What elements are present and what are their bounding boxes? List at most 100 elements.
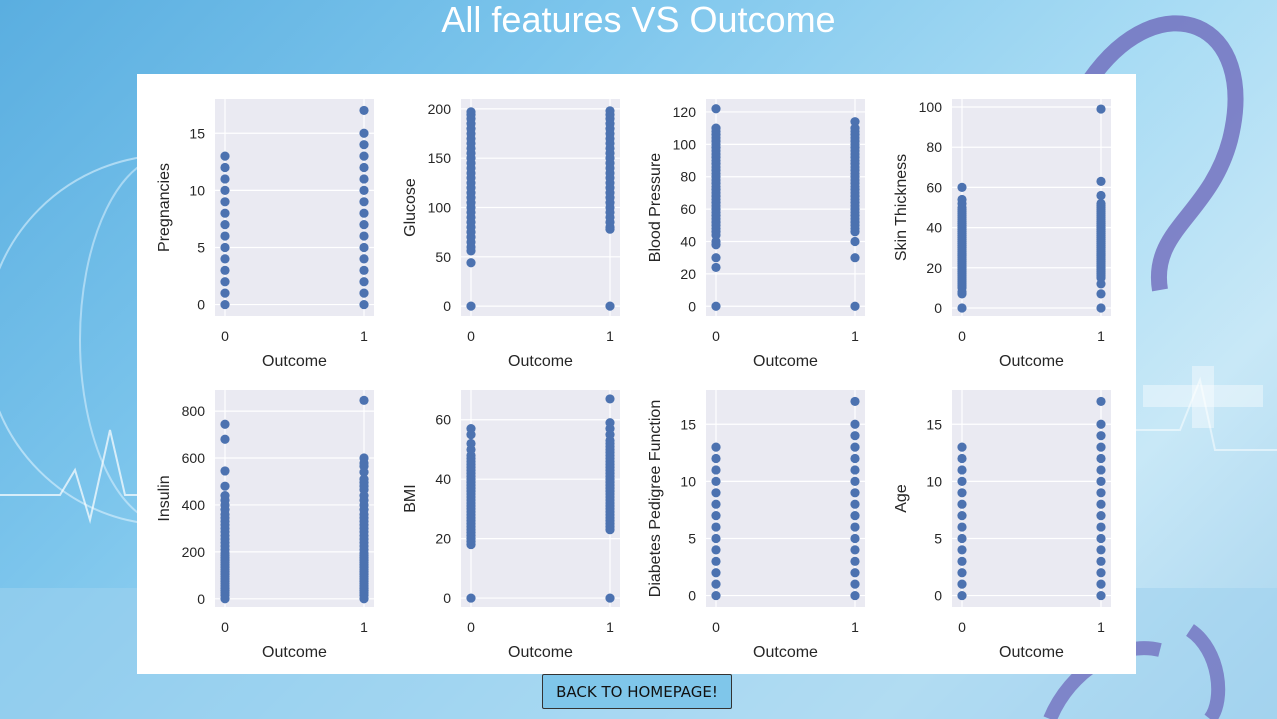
data-point	[466, 107, 476, 117]
y-tick-label: 10	[680, 473, 696, 489]
data-point	[359, 128, 369, 138]
data-point	[850, 431, 860, 441]
y-tick-label: 60	[435, 412, 451, 428]
data-point	[711, 442, 721, 452]
y-tick-label: 15	[926, 416, 942, 432]
data-point	[605, 418, 615, 428]
y-axis-label: BMI	[402, 484, 419, 512]
data-point	[359, 288, 369, 298]
y-tick-label: 80	[680, 169, 696, 185]
data-point	[220, 299, 230, 310]
data-point	[220, 466, 230, 476]
data-point	[957, 465, 967, 475]
data-point	[359, 140, 369, 150]
data-point	[850, 253, 860, 263]
y-tick-label: 100	[919, 99, 943, 115]
y-tick-label: 20	[680, 266, 696, 282]
data-point	[220, 265, 230, 275]
x-axis-label: Outcome	[753, 644, 818, 661]
x-tick-label: 1	[851, 619, 859, 635]
y-tick-label: 800	[182, 403, 206, 419]
data-point	[711, 123, 721, 133]
y-tick-label: 60	[680, 201, 696, 217]
data-point	[220, 434, 230, 444]
data-point	[711, 488, 721, 498]
data-point	[957, 182, 967, 193]
y-tick-label: 200	[182, 544, 206, 560]
data-point	[359, 231, 369, 241]
data-point	[1096, 556, 1106, 566]
data-point	[466, 301, 476, 311]
data-point	[220, 162, 230, 173]
data-point	[359, 254, 369, 264]
data-point	[220, 231, 230, 241]
y-tick-label: 0	[688, 298, 696, 314]
chart-panel: 0 5 10 15 0 1 Outcome Pregnancies 0 50 100 150 200 0 1…	[137, 74, 1136, 674]
y-tick-label: 600	[182, 450, 206, 466]
y-tick-label: 120	[673, 104, 697, 120]
subplot-diabetes-pedigree-function: 0 5 10 15 0 1 Outcome Diabetes Pedigree Functio…	[647, 390, 865, 661]
y-tick-label: 5	[934, 530, 942, 546]
data-point	[711, 476, 721, 486]
y-tick-label: 0	[197, 591, 205, 607]
data-point	[850, 396, 860, 407]
data-point	[1096, 396, 1106, 407]
data-point	[220, 242, 230, 253]
data-point	[711, 465, 721, 475]
y-tick-label: 0	[934, 588, 942, 604]
data-point	[1096, 431, 1106, 441]
data-point	[359, 105, 369, 116]
data-point	[359, 395, 369, 405]
plot-area	[952, 99, 1111, 316]
data-point	[359, 299, 369, 310]
data-point	[957, 533, 967, 544]
data-point	[359, 197, 369, 207]
data-point	[605, 394, 615, 404]
data-point	[711, 301, 721, 311]
data-point	[850, 533, 860, 544]
data-point	[1096, 190, 1106, 201]
data-point	[1096, 488, 1106, 498]
y-tick-label: 0	[197, 297, 205, 313]
y-tick-label: 50	[435, 249, 451, 265]
y-axis-label: Pregnancies	[156, 163, 173, 252]
data-point	[1096, 499, 1106, 509]
x-tick-label: 1	[360, 619, 368, 635]
data-point	[957, 545, 967, 555]
data-point	[605, 593, 615, 603]
x-tick-label: 0	[958, 328, 966, 344]
data-point	[957, 579, 967, 589]
y-tick-label: 10	[189, 182, 205, 198]
plot-area	[461, 390, 620, 607]
data-point	[957, 499, 967, 509]
y-tick-label: 40	[926, 220, 942, 236]
data-point	[850, 476, 860, 486]
y-axis-label: Blood Pressure	[647, 153, 664, 262]
x-tick-label: 0	[712, 328, 720, 344]
data-point	[850, 545, 860, 555]
page-title: All features VS Outcome	[441, 0, 836, 40]
data-point	[850, 442, 860, 452]
data-point	[1096, 453, 1106, 464]
data-point	[711, 545, 721, 555]
y-tick-label: 100	[673, 136, 697, 152]
x-tick-label: 1	[851, 328, 859, 344]
data-point	[957, 590, 967, 601]
y-tick-label: 0	[443, 298, 451, 314]
x-tick-label: 0	[958, 619, 966, 635]
data-point	[1096, 289, 1106, 299]
data-point	[850, 419, 860, 429]
y-tick-label: 0	[934, 300, 942, 316]
data-point	[220, 254, 230, 264]
data-point	[466, 593, 476, 603]
data-point	[359, 265, 369, 275]
back-to-homepage-button[interactable]: BACK TO HOMEPAGE!	[542, 674, 732, 709]
data-point	[711, 236, 721, 247]
data-point	[850, 511, 860, 521]
y-tick-label: 5	[197, 239, 205, 255]
data-point	[220, 277, 230, 287]
data-point	[220, 481, 230, 491]
y-tick-label: 15	[680, 416, 696, 432]
x-tick-label: 0	[467, 328, 475, 344]
